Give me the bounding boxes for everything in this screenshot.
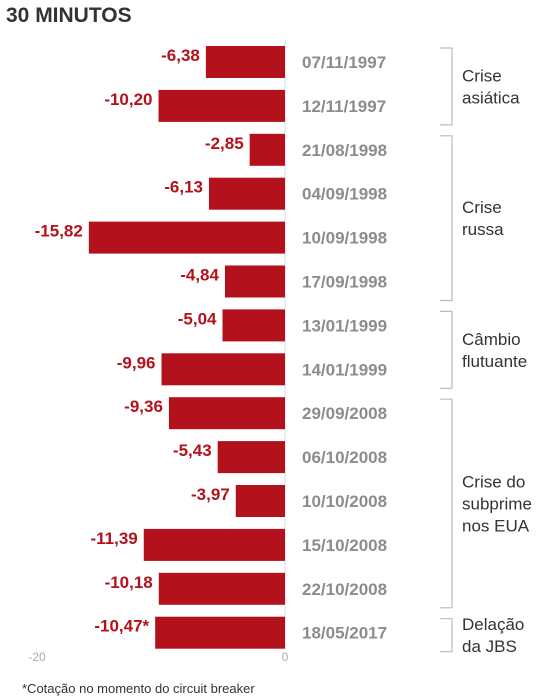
bar [217, 441, 285, 474]
group-label-line: nos EUA [462, 517, 530, 536]
group-label-line: russa [462, 220, 504, 239]
bar [222, 309, 285, 342]
category-date-label: 18/05/2017 [302, 624, 387, 643]
category-date-label: 06/10/2008 [302, 448, 387, 467]
category-date-label: 04/09/1998 [302, 185, 387, 204]
bar-value-label: -6,13 [164, 178, 203, 197]
bar-value-label: -9,36 [124, 397, 163, 416]
group-label-line: Crise [462, 198, 502, 217]
group-label-line: flutuante [462, 352, 527, 371]
bar-value-label: -10,20 [104, 90, 152, 109]
chart-title: 30 MINUTOS [6, 4, 132, 27]
category-date-label: 29/09/2008 [302, 404, 387, 423]
category-date-label: 21/08/1998 [302, 141, 387, 160]
bar [143, 528, 285, 561]
category-date-label: 22/10/2008 [302, 580, 387, 599]
group-label-line: da JBS [462, 637, 517, 656]
bar-value-label: -11,39 [90, 529, 137, 548]
bar-value-label: -4,84 [180, 266, 219, 285]
bar-value-label: -5,04 [178, 309, 217, 328]
group-label-line: Crise do [462, 473, 525, 492]
group-label-line: Crise [462, 66, 502, 85]
bar [168, 397, 285, 430]
group-bracket [440, 398, 453, 609]
group-bracket [440, 618, 453, 653]
group-bracket [440, 135, 453, 302]
bar-value-label: -15,82 [35, 222, 83, 241]
category-date-label: 14/01/1999 [302, 360, 387, 379]
bar [161, 353, 285, 386]
bar-value-label: -6,38 [161, 46, 200, 65]
bar [249, 133, 285, 166]
bar [155, 616, 285, 649]
group-label-line: asiática [462, 88, 520, 107]
category-date-label: 07/11/1997 [302, 53, 386, 72]
bar-value-label: -9,96 [117, 353, 156, 372]
group-label-line: Delação [462, 615, 524, 634]
category-date-label: 10/10/2008 [302, 492, 387, 511]
bar-value-label: -3,97 [191, 485, 230, 504]
bar [208, 177, 285, 210]
bar-value-label: -10,47* [94, 617, 149, 636]
category-date-label: 17/09/1998 [302, 273, 387, 292]
bar-value-label: -2,85 [205, 134, 244, 153]
group-bracket [440, 47, 453, 126]
bar-value-label: -10,18 [105, 573, 153, 592]
bar-value-label: -5,43 [173, 441, 212, 460]
footnote: *Cotação no momento do circuit breaker [22, 681, 255, 696]
group-bracket [440, 310, 453, 389]
category-date-label: 10/09/1998 [302, 229, 387, 248]
bar [205, 46, 285, 78]
x-tick-label-max: 0 [282, 650, 289, 664]
bar [88, 221, 285, 254]
group-label-line: subprime [462, 495, 532, 514]
bar [224, 265, 285, 298]
category-date-label: 15/10/2008 [302, 536, 387, 555]
x-tick-label-min: -20 [28, 650, 46, 664]
category-date-label: 13/01/1999 [302, 316, 387, 335]
category-date-label: 12/11/1997 [302, 97, 386, 116]
bar [158, 572, 285, 605]
group-label-line: Câmbio [462, 330, 521, 349]
bar [235, 485, 285, 517]
bar [158, 89, 285, 122]
